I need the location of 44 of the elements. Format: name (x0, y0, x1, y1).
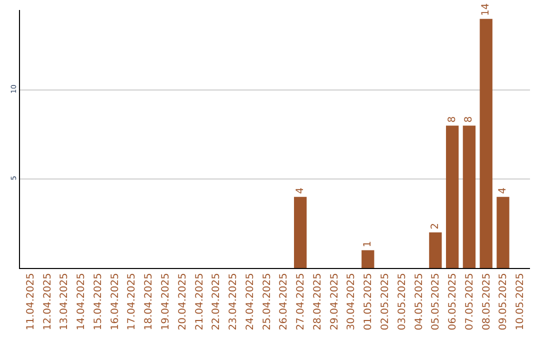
x-tick-label: 18.04.2025 (144, 273, 155, 330)
x-tick-label: 06.05.2025 (448, 273, 459, 330)
x-tick-label: 14.04.2025 (76, 273, 88, 330)
x-tick-label: 10.05.2025 (515, 273, 526, 330)
x-tick-label: 04.05.2025 (414, 273, 425, 330)
x-tick-label: 24.04.2025 (244, 273, 256, 330)
bar (462, 126, 476, 268)
bar (362, 250, 374, 268)
bar (496, 196, 510, 268)
x-tick-label: 09.05.2025 (498, 273, 510, 330)
data-label: 8 (464, 116, 475, 123)
x-tick-label: 20.04.2025 (177, 273, 188, 330)
data-label: 4 (294, 187, 306, 194)
x-tick-label: 01.05.2025 (363, 273, 374, 330)
data-label: 8 (446, 116, 458, 123)
x-tick-label: 12.04.2025 (42, 273, 54, 330)
x-tick-label: 29.04.2025 (329, 273, 340, 330)
x-tick-label: 21.04.2025 (194, 273, 206, 330)
x-tick-label: 22.04.2025 (211, 273, 222, 330)
x-tick-label: 07.05.2025 (464, 273, 476, 330)
x-tick-label: 28.04.2025 (312, 273, 324, 330)
x-tick-label: 30.04.2025 (346, 273, 358, 330)
x-tick-label: 02.05.2025 (380, 273, 392, 330)
bar (429, 232, 442, 268)
x-tick-label: 17.04.2025 (126, 273, 138, 330)
bar (480, 18, 492, 268)
data-label: 1 (362, 240, 374, 248)
x-tick-label: 27.04.2025 (296, 273, 307, 330)
data-label: 4 (497, 187, 508, 194)
x-tick-label: 13.04.2025 (59, 273, 70, 330)
x-tick-label: 19.04.2025 (160, 273, 172, 330)
x-tick-label: 26.04.2025 (278, 273, 290, 330)
x-tick-label: 11.04.2025 (25, 273, 36, 330)
x-tick-label: 03.05.2025 (396, 273, 408, 330)
x-tick-label: 15.04.2025 (92, 273, 104, 330)
bar (294, 196, 307, 268)
x-tick-label: 05.05.2025 (430, 273, 442, 330)
x-tick-label: 25.04.2025 (262, 273, 273, 330)
x-tick-label: 08.05.2025 (481, 273, 492, 330)
data-label: 2 (430, 223, 441, 230)
x-tick-label: 16.04.2025 (110, 273, 121, 330)
data-label: 14 (480, 3, 492, 16)
x-tick-label: 23.04.2025 (228, 273, 240, 330)
bar (446, 126, 459, 268)
